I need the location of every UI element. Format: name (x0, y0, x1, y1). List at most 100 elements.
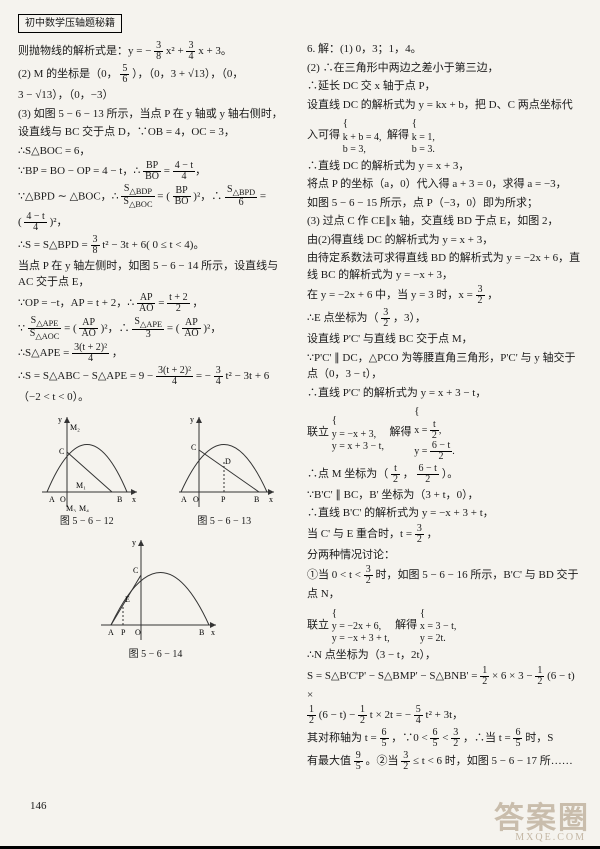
text: ∵OP = −t，AP = t + 2，∴ (18, 297, 134, 309)
fraction: 38 (154, 41, 163, 62)
text: ∵ (18, 322, 25, 334)
svg-text:y: y (58, 415, 62, 424)
text-line: ∴直线 B'C' 的解析式为 y = −x + 3 + t， (307, 505, 582, 522)
text-line: ∴S△BOC = 6， (18, 143, 293, 160)
text: ( (18, 216, 22, 228)
svg-text:M₂: M₂ (70, 423, 80, 432)
svg-text:O: O (60, 495, 66, 504)
text: = ( (64, 322, 77, 334)
text: ∵△BPD ∼ △BOC，∴ (18, 190, 119, 202)
text: 联立 (307, 426, 329, 438)
fraction: 32 (415, 524, 424, 545)
svg-text:y: y (132, 538, 136, 547)
text-line: 联立 {y = −x + 3,y = x + 3 − t, 解得 {x = t2… (307, 403, 582, 462)
parabola-sketch-icon: x y A O P B C D (169, 412, 279, 512)
text: )²，∴ (193, 190, 222, 202)
text: ）。 (442, 468, 459, 480)
fraction: 65 (513, 728, 522, 749)
text: 其对称轴为 t = (307, 732, 380, 744)
text: ，3）， (393, 312, 426, 324)
fraction: S△BPD6 (225, 185, 257, 208)
text-line: (3) 如图 5 − 6 − 13 所示，当点 P 在 y 轴或 y 轴右侧时， (18, 106, 293, 123)
fraction: 12 (480, 666, 489, 687)
figure-caption: 图 5 − 6 − 14 (91, 647, 221, 662)
page: 初中数学压轴题秘籍 则抛物线的解析式是：y = − 38 x² + 34 x +… (0, 0, 600, 804)
fraction: 32 (451, 728, 460, 749)
fraction: 34 (186, 41, 195, 62)
svg-text:x: x (211, 628, 215, 637)
fraction: t + 22 (167, 293, 189, 314)
text-line: 联立 {y = −2x + 6,y = −x + 3 + t, 解得 {x = … (307, 605, 582, 646)
text: 解得 (387, 129, 409, 141)
text-line: ∵P'C' ∥ DC，△PCO 为等腰直角三角形，P'C' 与 y 轴交于点（0… (307, 350, 582, 383)
text: ≤ t < 6 时，如图 5 − 6 − 17 所…… (413, 755, 573, 767)
text-line: ∵ S△APES△AOC = ( APAO )²，∴ S△APE3 = ( AP… (18, 316, 293, 342)
fraction: 56 (120, 64, 129, 85)
fraction: 12 (535, 666, 544, 687)
svg-text:C: C (133, 566, 138, 575)
fraction: 65 (380, 728, 389, 749)
figure-5-6-14: x y A P O B C E 图 5 − 6 − 14 (91, 535, 221, 662)
text: = ( (167, 322, 180, 334)
svg-text:x: x (132, 495, 136, 504)
page-header: 初中数学压轴题秘籍 (18, 14, 122, 33)
fraction: S△APE3 (132, 317, 164, 340)
text-line: (2) ∴在三角形中两边之差小于第三边， (307, 60, 582, 77)
fraction: APAO (137, 293, 155, 314)
text-line: ∵B'C' ∥ BC，B' 坐标为（3 + t，0）， (307, 487, 582, 504)
two-column-layout: 则抛物线的解析式是：y = − 38 x² + 34 x + 3。 (2) M … (18, 39, 582, 774)
text-line: ①当 0 < t < 32 时，如图 5 − 6 − 16 所示，B'C' 与 … (307, 565, 582, 603)
text: ， (112, 347, 123, 359)
text-line: ∴直线 DC 的解析式为 y = x + 3， (307, 158, 582, 175)
fraction: 32 (364, 565, 373, 586)
text-line: 6. 解：(1) 0，3；1，4。 (307, 41, 582, 58)
text: ∴点 M 坐标为（ (307, 468, 388, 480)
text-line: ∴直线 P'C' 的解析式为 y = x + 3 − t， (307, 385, 582, 402)
text-line: 12 (6 − t) − 12 t × 2t = − 54 t² + 3t， (307, 705, 582, 726)
text: 解得 (389, 426, 411, 438)
text-line: 设直线 DC 的解析式为 y = kx + b，把 D、C 两点坐标代 (307, 97, 582, 114)
svg-text:A: A (181, 495, 187, 504)
left-column: 则抛物线的解析式是：y = − 38 x² + 34 x + 3。 (2) M … (18, 39, 293, 774)
text-line: 设直线与 BC 交于点 D，∵OB = 4，OC = 3， (18, 124, 293, 141)
brace-system: {x = 3 − t,y = 2t. (420, 605, 457, 646)
fraction: 6 − t2 (417, 464, 439, 485)
right-column: 6. 解：(1) 0，3；1，4。 (2) ∴在三角形中两边之差小于第三边， ∴… (307, 39, 582, 774)
text: ∴S△APE = (18, 347, 72, 359)
text: ， (403, 468, 414, 480)
watermark-sub: MXQE.COM (515, 830, 586, 845)
text-line: ∴S△APE = 3(t + 2)²4 ， (18, 343, 293, 364)
figures-row-2: x y A P O B C E 图 5 − 6 − 14 (18, 535, 293, 662)
text: x² + (166, 45, 184, 57)
text-line: 当点 P 在 y 轴左侧时，如图 5 − 6 − 14 所示，设直线与 AC 交… (18, 258, 293, 291)
text: t² + 3t， (426, 709, 464, 721)
fraction: 32 (401, 751, 410, 772)
svg-text:x: x (269, 495, 273, 504)
fraction: 38 (91, 235, 100, 256)
text-line: ∴S = S△BPD = 38 t² − 3t + 6( 0 ≤ t < 4)。 (18, 235, 293, 256)
figure-caption: 图 5 − 6 − 13 (169, 514, 279, 529)
fraction: 32 (381, 308, 390, 329)
svg-text:C: C (59, 447, 64, 456)
text-line: 设直线 P'C' 与直线 BC 交于点 M， (307, 331, 582, 348)
svg-text:O: O (135, 628, 141, 637)
svg-text:P: P (221, 495, 226, 504)
fraction: 65 (430, 728, 439, 749)
text: (6 − t) − (319, 709, 358, 721)
text-line: 当 C' 与 E 重合时，t = 32 ， (307, 524, 582, 545)
svg-text:D: D (225, 457, 231, 466)
fraction: BPBO (143, 161, 161, 182)
text: = (158, 297, 167, 309)
text-line: ∴E 点坐标为（ 32 ，3）， (307, 308, 582, 329)
text: = (260, 190, 266, 202)
brace-system: {y = −x + 3,y = x + 3 − t, (332, 412, 384, 453)
svg-text:y: y (190, 415, 194, 424)
fraction: 95 (354, 751, 363, 772)
text-line: 入可得 {k + b = 4,b = 3, 解得 {k = 1,b = 3. (307, 115, 582, 156)
text-line: ∵△BPD ∼ △BOC，∴ S△BDPS△BOC = ( BPBO )²，∴ … (18, 184, 293, 210)
text-line: 则抛物线的解析式是：y = − 38 x² + 34 x + 3。 (18, 41, 293, 62)
text-line: ∴延长 DC 交 x 轴于点 P， (307, 78, 582, 95)
text-line: 将点 P 的坐标（a，0）代入得 a + 3 = 0，求得 a = −3， (307, 176, 582, 193)
fraction: APAO (182, 318, 200, 339)
text: = − (196, 370, 211, 382)
